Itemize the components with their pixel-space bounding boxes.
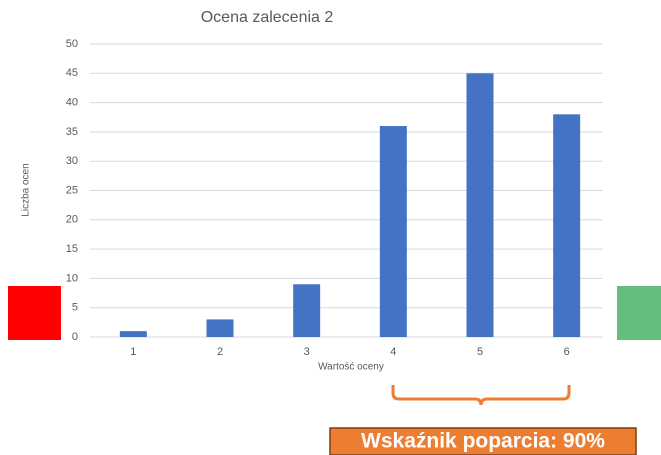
y-tick-label: 25 (66, 184, 78, 196)
chart-title: Ocena zalecenia 2 (201, 9, 334, 26)
x-tick-label: 4 (390, 346, 396, 358)
annotation-box (329, 427, 637, 455)
bar (206, 319, 234, 337)
x-tick-label: 3 (304, 346, 310, 358)
y-tick-label: 35 (66, 126, 78, 138)
x-axis-label: Wartość oceny (318, 362, 384, 373)
bar (466, 73, 494, 338)
x-tick-label: 5 (477, 346, 483, 358)
y-tick-label: 0 (72, 331, 78, 343)
brace (391, 385, 571, 406)
bar (119, 331, 147, 337)
y-tick-label: 10 (66, 272, 78, 284)
y-tick-label: 50 (66, 38, 78, 50)
x-tick-label: 2 (217, 346, 223, 358)
y-tick-label: 30 (66, 155, 78, 167)
annotation: Wskaźnik poparcia: 90% (361, 430, 605, 453)
x-tick-label: 1 (130, 346, 136, 358)
bar (379, 126, 407, 337)
y-tick-label: 5 (72, 302, 78, 314)
x-tick-label: 6 (564, 346, 570, 358)
bar (553, 114, 581, 337)
y-tick-label: 20 (66, 214, 78, 226)
red-square (8, 286, 61, 340)
y-tick-label: 45 (66, 67, 78, 79)
y-tick-label: 15 (66, 243, 78, 255)
bar (293, 284, 321, 337)
y-axis-label: Liczba ocen (21, 163, 32, 216)
y-tick-label: 40 (66, 97, 78, 109)
green-square (617, 286, 661, 340)
